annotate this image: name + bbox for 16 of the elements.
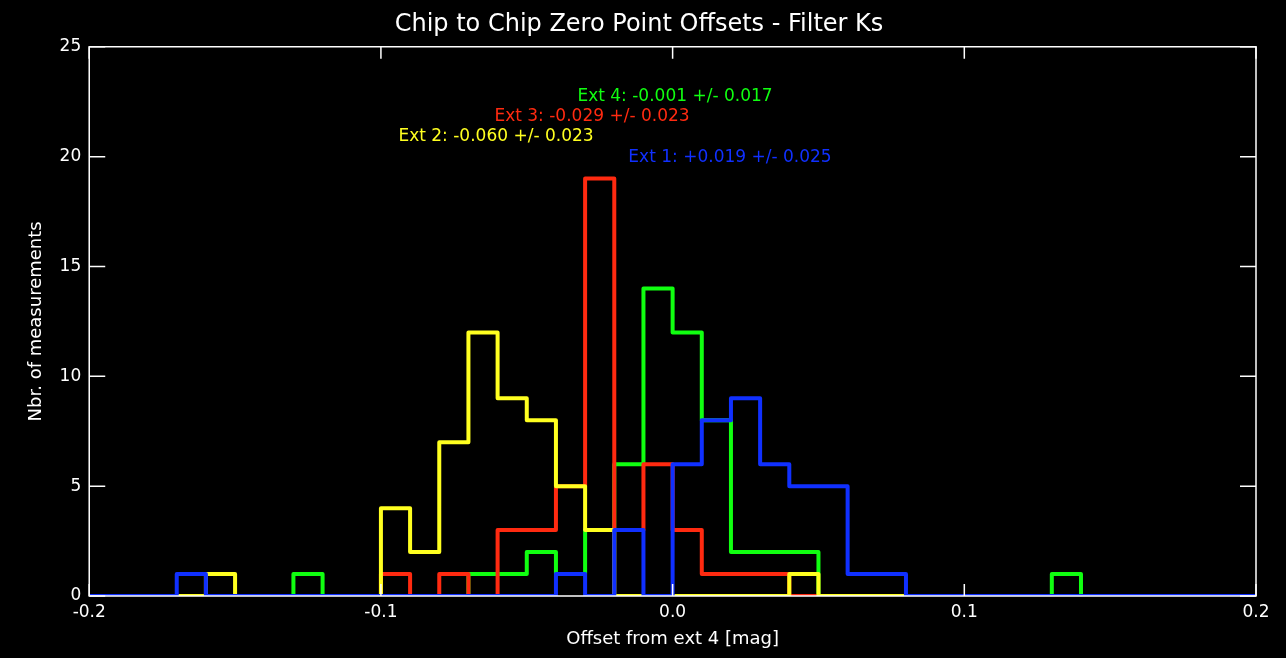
chart-title: Chip to Chip Zero Point Offsets - Filter Ks <box>394 8 884 37</box>
text: Ext 1: +0.019 +/- 0.025 <box>628 146 832 167</box>
y-tick-label: 10 <box>59 364 82 385</box>
y-axis-title: Nbr. of measurements <box>24 221 46 422</box>
y-tick-label: 15 <box>59 254 82 275</box>
y-tick-label: 25 <box>59 35 82 56</box>
y-tick-label: 5 <box>70 474 82 495</box>
text: Ext 2: -0.060 +/- 0.023 <box>398 125 594 146</box>
x-axis-title: Offset from ext 4 [mag] <box>566 626 780 648</box>
y-tick-label: 20 <box>59 145 82 166</box>
text: Ext 3: -0.029 +/- 0.023 <box>494 105 690 126</box>
x-tick-label: 0.1 <box>950 600 978 621</box>
x-tick-label: -0.1 <box>364 600 398 621</box>
x-tick-label: 0.2 <box>1242 600 1270 621</box>
text: Ext 4: -0.001 +/- 0.017 <box>577 85 773 106</box>
x-tick-label: 0.0 <box>659 600 687 621</box>
